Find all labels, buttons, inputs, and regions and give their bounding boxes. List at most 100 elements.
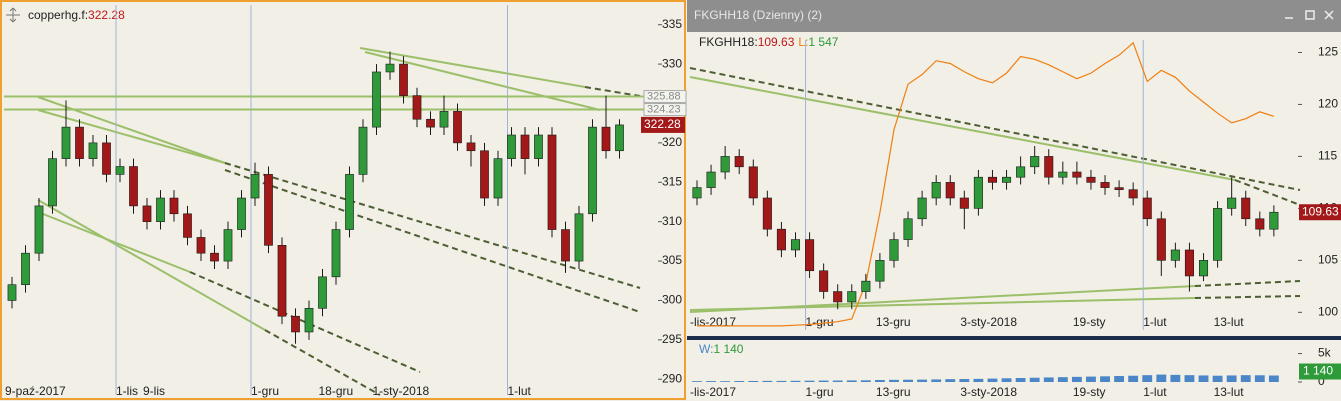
x-tick-label: 1-lut <box>508 384 532 398</box>
candle-body <box>318 276 327 309</box>
move-icon-arrows[interactable] <box>6 7 20 23</box>
candle-body <box>156 197 165 222</box>
candle-body <box>1255 218 1265 230</box>
symbol: FKGHH18: <box>699 35 758 49</box>
trendline <box>37 96 226 164</box>
volume-bar <box>860 380 871 382</box>
candle-body <box>466 142 476 152</box>
window-header <box>687 0 1341 32</box>
candle-body <box>889 239 899 261</box>
candle-body <box>520 134 530 159</box>
trendline <box>359 47 586 88</box>
candle-body <box>973 176 983 209</box>
trendline <box>224 169 641 313</box>
close-button[interactable] <box>1324 10 1334 20</box>
x-tick-label: 13-lut <box>1214 385 1245 399</box>
volume-bar <box>1254 375 1265 382</box>
left-title: copperhg.f:322.28 <box>28 8 125 22</box>
volume-bar <box>959 379 970 382</box>
trendline <box>689 67 1301 191</box>
x-tick-label: 3-sty-2018 <box>960 315 1017 329</box>
candle-body <box>1142 197 1152 220</box>
candle-body <box>237 197 246 230</box>
volume-bar <box>1240 375 1251 382</box>
candle-body <box>875 260 885 282</box>
price-tag <box>643 103 687 117</box>
volume-bar <box>1057 377 1068 382</box>
candle-body <box>34 205 44 254</box>
volume-bar <box>917 379 928 382</box>
x-tick-label: 1-lut <box>1143 385 1167 399</box>
x-tick-label: -lis-2017 <box>690 315 736 329</box>
candle-body <box>903 218 913 240</box>
x-tick-label: 1-gru <box>806 385 834 399</box>
last-price-box <box>1299 204 1341 221</box>
y-tick-label: 0 <box>1318 374 1325 388</box>
candle-body <box>1100 182 1110 188</box>
candle-body <box>196 237 206 254</box>
trendline <box>224 162 641 289</box>
candle-body <box>358 126 368 175</box>
volume-bar <box>973 378 984 382</box>
x-tick-label: 19-sty <box>1073 315 1106 329</box>
candle-body <box>1114 187 1124 190</box>
candle-body <box>1241 197 1251 220</box>
y-tick-label: 290 <box>662 371 682 385</box>
last-value: 322.28 <box>88 8 125 22</box>
window-buttons[interactable] <box>1285 10 1334 20</box>
x-tick-label: 1-sty-2018 <box>373 384 430 398</box>
legend-name: W: <box>699 342 713 356</box>
candle-body <box>1086 176 1096 183</box>
candle-body <box>115 166 125 175</box>
price-tag <box>643 90 687 104</box>
candle-body <box>439 111 449 128</box>
x-tick-label: 13-gru <box>876 385 911 399</box>
volume-bar <box>846 380 857 382</box>
y-tick-label: 125 <box>1318 45 1338 59</box>
trendline <box>1234 179 1301 206</box>
volume-bar <box>776 380 787 382</box>
last-volume-label: 1 140 <box>1303 364 1333 378</box>
candle-body <box>1227 197 1237 209</box>
move-icon[interactable] <box>6 7 20 23</box>
candle-body <box>48 158 57 207</box>
volume-bar <box>903 379 913 382</box>
trendline <box>1194 295 1301 299</box>
candle-body <box>372 71 381 128</box>
volume-bar <box>931 379 942 382</box>
candle-body <box>493 158 503 199</box>
y-tick-label: 300 <box>662 293 682 307</box>
candle-body <box>1213 208 1223 261</box>
last-price-box <box>641 116 685 133</box>
volume-bar <box>1100 376 1110 382</box>
candle-body <box>264 174 273 246</box>
last-price-label: 109.63 <box>1302 204 1339 218</box>
candle-body <box>412 95 422 120</box>
candle-body <box>223 229 233 262</box>
candle-body <box>75 126 84 159</box>
candle-body <box>959 197 969 209</box>
candle-body <box>615 124 624 152</box>
volume-bar <box>1086 376 1096 382</box>
volume-bar <box>1142 375 1153 382</box>
volume-bar <box>734 381 745 382</box>
x-tick-label: 1-lut <box>1143 315 1167 329</box>
volume-bar <box>1114 376 1125 382</box>
maximize-button[interactable] <box>1305 10 1315 20</box>
trendline <box>37 211 191 273</box>
right-legend: FKGHH18:109.63 L:1 547 <box>699 35 839 49</box>
price-tag-label: 325.88 <box>647 90 681 102</box>
volume-bar <box>1212 375 1223 382</box>
candle-body <box>426 118 435 128</box>
candle-body <box>7 284 17 301</box>
candle-body <box>61 126 71 159</box>
y-tick-label: 105 <box>1318 253 1338 267</box>
y-tick-label: 115 <box>1318 149 1337 163</box>
y-tick-label: 305 <box>662 253 682 267</box>
legend-value: 1 547 <box>808 35 838 49</box>
volume-legend: W:1 140 <box>699 342 744 356</box>
candle-body <box>805 239 815 272</box>
volume-bar <box>1128 375 1139 382</box>
candle-body <box>833 291 843 303</box>
